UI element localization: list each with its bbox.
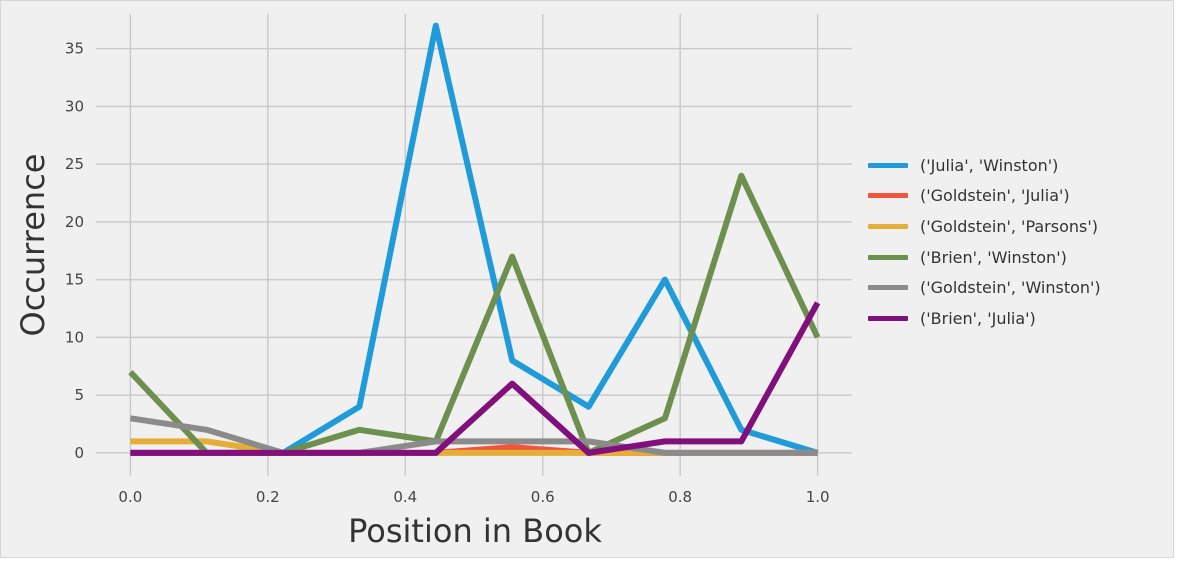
y-tick-label: 0 [74, 444, 84, 462]
legend-item: ('Brien', 'Julia') [868, 303, 1101, 334]
y-tick-label: 5 [74, 386, 84, 404]
series-line [130, 301, 821, 456]
x-tick-label: 0.4 [393, 488, 417, 506]
legend-label: ('Goldstein', 'Julia') [920, 186, 1070, 206]
series-line [130, 22, 819, 456]
y-tick-label: 30 [65, 97, 84, 115]
legend-swatch [868, 315, 908, 321]
legend: ('Julia', 'Winston') ('Goldstein', 'Julia… [868, 150, 1101, 334]
series-line [129, 415, 818, 456]
y-tick-label: 10 [65, 328, 84, 346]
x-tick-label: 0.0 [118, 488, 142, 506]
tick-labels: 0.0 0.2 0.4 0.6 0.8 1.0 0 5 10 15 20 25 30 35 [65, 40, 830, 506]
legend-item: ('Goldstein', 'Parsons') [868, 211, 1101, 242]
legend-swatch [868, 285, 908, 291]
legend-label: ('Brien', 'Winston') [920, 247, 1067, 267]
y-tick-label: 35 [65, 40, 84, 58]
legend-swatch [868, 254, 908, 260]
legend-label: ('Goldstein', 'Parsons') [920, 216, 1098, 236]
legend-swatch [868, 193, 908, 199]
legend-label: ('Brien', 'Julia') [920, 308, 1036, 328]
legend-item: ('Goldstein', 'Winston') [868, 272, 1101, 303]
y-tick-label: 20 [65, 213, 84, 231]
x-tick-label: 0.8 [668, 488, 692, 506]
x-axis-title: Position in Book [348, 512, 602, 550]
legend-item: ('Goldstein', 'Julia') [868, 181, 1101, 212]
legend-label: ('Julia', 'Winston') [920, 155, 1059, 175]
legend-swatch [868, 162, 908, 168]
series-lines [128, 22, 821, 456]
x-tick-label: 0.6 [531, 488, 555, 506]
legend-label: ('Goldstein', 'Winston') [920, 278, 1101, 298]
legend-swatch [868, 223, 908, 229]
x-tick-label: 1.0 [806, 488, 830, 506]
legend-item: ('Julia', 'Winston') [868, 150, 1101, 181]
y-axis-title: Occurrence [14, 154, 52, 337]
grid [96, 14, 852, 476]
y-tick-label: 25 [65, 155, 84, 173]
series-line [128, 172, 821, 456]
y-tick-label: 15 [65, 271, 84, 289]
legend-item: ('Brien', 'Winston') [868, 242, 1101, 273]
x-tick-label: 0.2 [256, 488, 280, 506]
